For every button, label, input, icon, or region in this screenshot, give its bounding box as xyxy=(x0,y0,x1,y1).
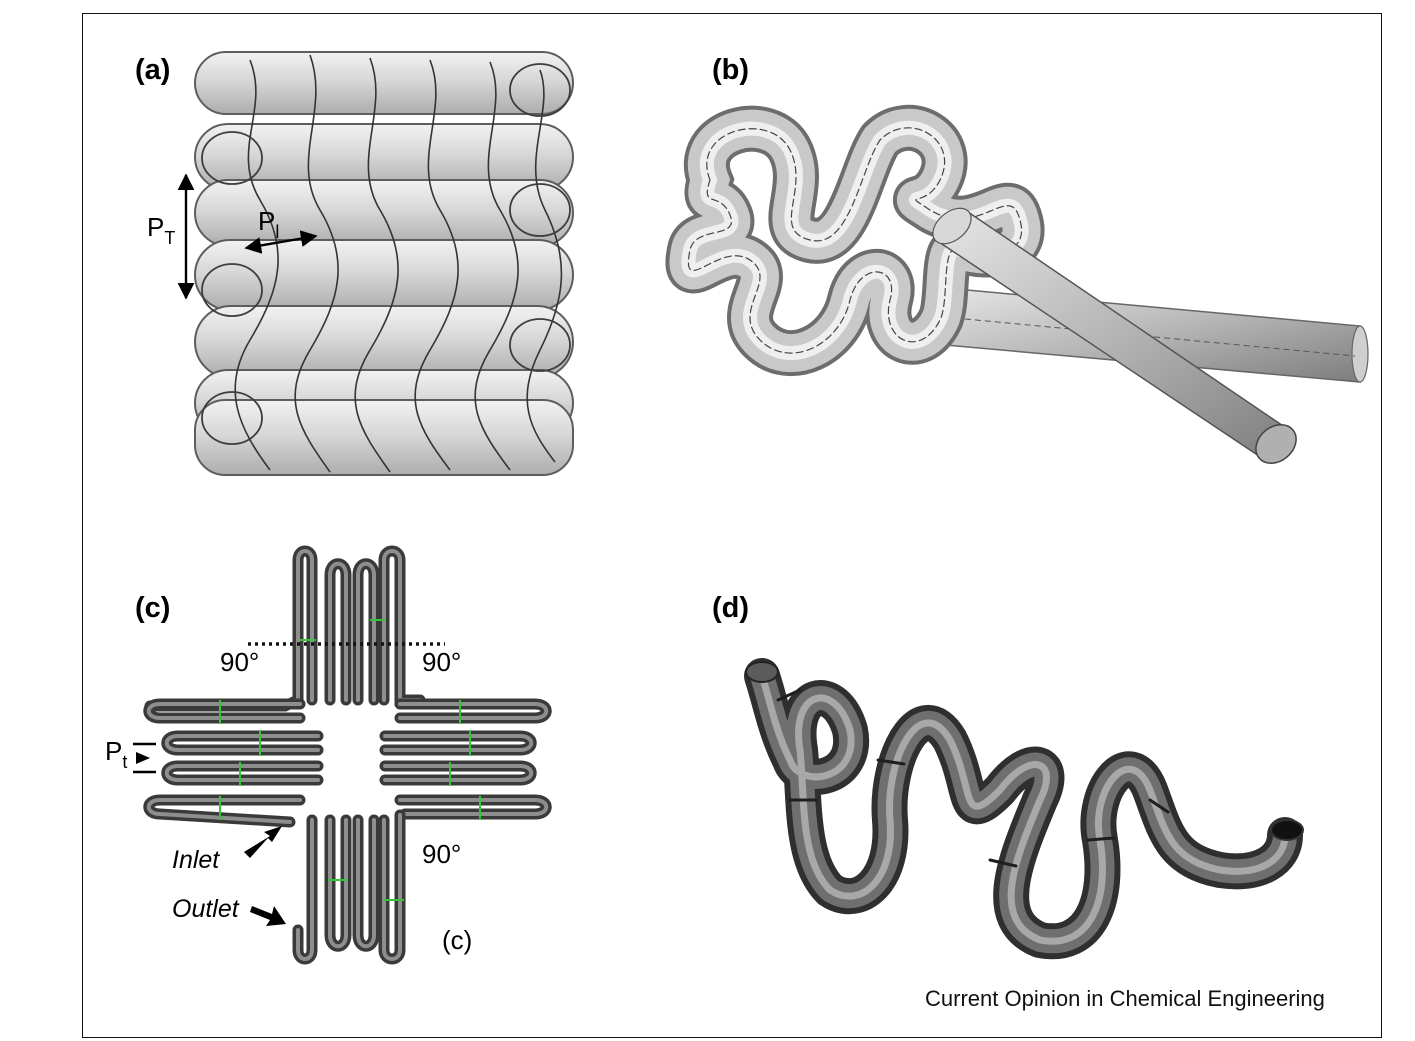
angle-label-top-left: 90° xyxy=(220,647,259,677)
figure-frame xyxy=(82,13,1382,1038)
panel-c-label: (c) xyxy=(135,592,170,624)
panel-b: (b) xyxy=(665,54,1369,464)
bottom-lobe-coil xyxy=(292,809,406,965)
outlet-label: Outlet xyxy=(172,895,240,923)
helical-tube-d xyxy=(744,658,1304,960)
inlet-label: Inlet xyxy=(172,846,220,874)
longitudinal-pitch-arrow xyxy=(244,230,318,254)
panel-a-label: (a) xyxy=(135,54,170,86)
mesh-markers xyxy=(219,619,481,901)
transverse-pitch-label: PT xyxy=(147,212,175,248)
top-lobe-coil xyxy=(144,545,426,712)
inlet-rod-front xyxy=(932,207,1297,464)
panel-b-label: (b) xyxy=(712,54,749,86)
pitch-label: Pt xyxy=(105,736,127,772)
toroidal-coiled-tube xyxy=(665,104,1045,377)
outlet-arrow xyxy=(250,906,286,926)
panel-d-label: (d) xyxy=(712,592,749,624)
left-lobe-coil xyxy=(143,698,324,828)
panel-c-caption: (c) xyxy=(442,925,472,955)
inlet-arrow xyxy=(244,826,282,858)
panel-c: (c) xyxy=(105,545,552,965)
panel-a: (a) PT Pl xyxy=(135,45,594,485)
panel-d: (d) Current Opinion in Chemical Engineer… xyxy=(712,592,1325,1011)
right-lobe-coil xyxy=(379,698,552,820)
longitudinal-pitch-label: Pl xyxy=(258,206,279,242)
angle-label-bottom: 90° xyxy=(422,839,461,869)
angle-label-top-right: 90° xyxy=(422,647,461,677)
pitch-bracket xyxy=(133,742,156,774)
coiled-tube-stack-a xyxy=(194,45,594,485)
credit-text: Current Opinion in Chemical Engineering xyxy=(925,986,1325,1011)
